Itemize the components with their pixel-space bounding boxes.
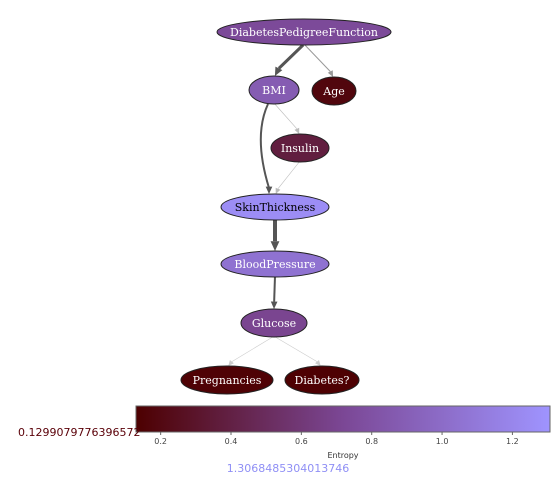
edge-insulin-to-skinthickness: [278, 162, 299, 189]
colorbar-tick-label: 0.8: [365, 437, 378, 446]
node-label: Glucose: [252, 317, 296, 330]
colorbar-gradient: [136, 406, 550, 432]
colorbar-ticks: 0.2 0.4 0.6 0.8 1.0 1.2: [154, 432, 518, 446]
edge-glucose-to-pregnancies: [232, 337, 273, 362]
edge-arrowhead: [266, 187, 273, 194]
colorbar-max-value: 1.3068485304013746: [227, 462, 349, 475]
node-label: Insulin: [281, 142, 319, 155]
node-label: SkinThickness: [235, 201, 316, 214]
node-skinthickness[interactable]: SkinThickness: [221, 194, 329, 220]
edge-diabetespedigreefunction-to-age: [305, 45, 330, 71]
node-diabetes[interactable]: Diabetes?: [285, 366, 359, 394]
colorbar-tick-label: 0.4: [225, 437, 238, 446]
node-label: DiabetesPedigreeFunction: [230, 26, 378, 39]
node-diabetespedigreefunction[interactable]: DiabetesPedigreeFunction: [217, 19, 391, 45]
node-label: Age: [322, 85, 345, 98]
node-bmi[interactable]: BMI: [249, 76, 299, 104]
node-pregnancies[interactable]: Pregnancies: [181, 366, 273, 394]
edge-diabetespedigreefunction-to-bmi: [279, 45, 303, 68]
edge-arrowhead: [271, 241, 280, 251]
colorbar-tick-label: 0.2: [154, 437, 167, 446]
node-label: BMI: [262, 84, 286, 97]
node-label: Diabetes?: [295, 374, 350, 387]
colorbar-tick-label: 1.2: [506, 437, 519, 446]
colorbar-tick-label: 1.0: [436, 437, 449, 446]
edge-bmi-to-skinthickness: [261, 104, 269, 188]
node-label: Pregnancies: [193, 374, 262, 387]
nodes: DiabetesPedigreeFunction BMI Age Insulin Ski…: [181, 19, 391, 394]
colorbar-tick-label: 0.6: [295, 437, 308, 446]
edge-bmi-to-insulin: [275, 104, 297, 129]
edge-arrowhead: [271, 302, 278, 309]
colorbar-min-value: 0.1299079776396572: [18, 426, 140, 439]
node-bloodpressure[interactable]: BloodPressure: [221, 251, 329, 277]
colorbar: 0.2 0.4 0.6 0.8 1.0 1.2 Entropy 0.12990797763…: [18, 406, 550, 475]
node-label: BloodPressure: [234, 258, 315, 271]
edge-glucose-to-diabetes: [275, 337, 317, 362]
edge-bloodpressure-to-glucose: [274, 277, 275, 302]
node-insulin[interactable]: Insulin: [271, 134, 329, 162]
node-age[interactable]: Age: [312, 77, 356, 105]
colorbar-axis-label: Entropy: [327, 451, 358, 460]
node-glucose[interactable]: Glucose: [241, 309, 307, 337]
